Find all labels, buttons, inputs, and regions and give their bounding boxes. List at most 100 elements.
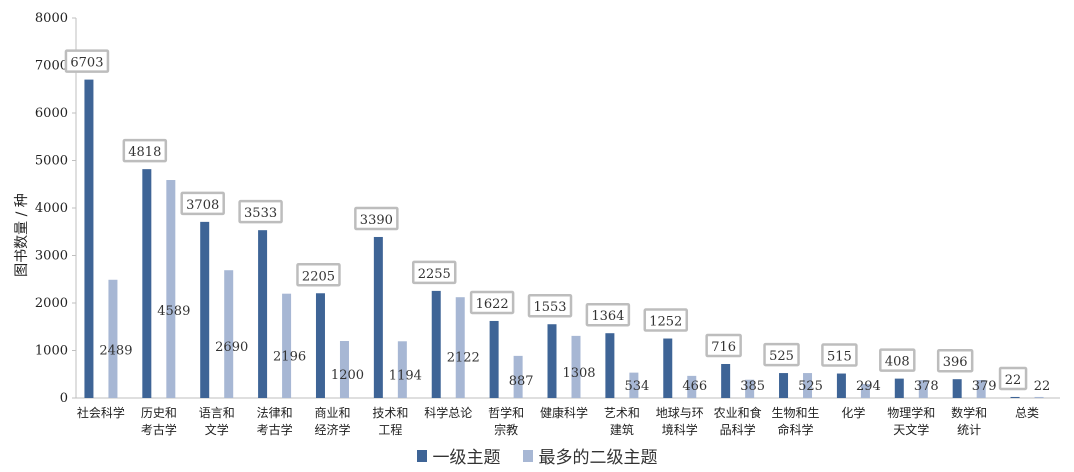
value-label-secondary: 2489: [99, 344, 132, 359]
bar-primary: [894, 378, 904, 398]
value-label-primary: 716: [705, 333, 742, 358]
bar-primary: [721, 363, 731, 398]
bar-secondary: [860, 384, 870, 398]
legend-swatch-secondary: [522, 449, 533, 462]
x-tick-label: 社会科学: [77, 405, 125, 420]
value-label-primary-text: 3708: [186, 198, 219, 213]
bar-primary: [373, 236, 383, 398]
value-label-primary-text: 408: [885, 355, 910, 370]
value-label-secondary: 385: [740, 379, 765, 394]
value-label-primary-text: 515: [827, 350, 852, 365]
value-label-box: [469, 290, 515, 315]
x-tick-label: 法律和考古学: [257, 406, 293, 437]
value-label-primary: 6703: [64, 49, 110, 73]
bar-secondary: [282, 293, 292, 398]
value-label-primary: 22: [998, 366, 1028, 391]
value-label-primary: 396: [936, 348, 974, 373]
value-label-primary: 3533: [238, 199, 283, 224]
bar-chart: 0 1000 2000 3000 4000 5000 6000 7000 8000 6703 24…: [14, 11, 1060, 437]
value-label-box: [354, 206, 399, 231]
bar-secondary: [397, 341, 407, 398]
value-label-secondary: 379: [972, 379, 997, 394]
value-label-secondary: 378: [914, 379, 939, 394]
legend-swatch-primary: [416, 449, 427, 462]
bars: [84, 79, 1044, 399]
value-label-box: [585, 302, 631, 327]
value-label-primary-text: 2205: [302, 269, 335, 284]
value-label-box: [296, 263, 341, 287]
bar-primary: [547, 324, 557, 398]
legend: 一级主题 最多的二级主题: [0, 443, 1074, 468]
value-label-secondary: 1194: [389, 368, 422, 383]
value-label-primary: 408: [879, 348, 916, 372]
bar-secondary: [1034, 396, 1044, 398]
x-tick-label: 哲学和宗教: [488, 405, 524, 437]
value-label-primary-text: 2255: [418, 267, 451, 282]
bar-secondary: [455, 297, 465, 398]
value-label-box: [705, 333, 742, 358]
bar-secondary: [339, 341, 349, 398]
value-label-primary-text: 1553: [533, 300, 566, 315]
value-label-secondary: 1200: [331, 368, 364, 383]
bar-primary: [952, 379, 962, 398]
y-tick-label: 2000: [35, 296, 68, 311]
value-label-box: [763, 342, 800, 367]
bar-secondary: [976, 379, 986, 398]
value-label-secondary: 2122: [447, 351, 480, 366]
bar-primary: [315, 293, 325, 398]
legend-label-primary: 一级主题: [432, 448, 501, 468]
bar-secondary: [513, 355, 523, 398]
value-label-secondary: 2196: [273, 349, 306, 364]
bar-primary: [779, 373, 789, 398]
x-tick-label: 物理学和天文学: [887, 405, 935, 437]
legend-item-primary: 一级主题: [416, 443, 501, 468]
y-axis-label: 图书数量 / 种: [14, 193, 30, 277]
bar-secondary: [687, 375, 697, 398]
bar-secondary: [571, 335, 581, 398]
value-label-primary: 1553: [527, 293, 573, 318]
x-tick-label: 地球与环境科学: [656, 406, 704, 437]
value-label-box: [180, 191, 225, 216]
value-label-primary-text: 4818: [128, 145, 161, 160]
bar-secondary: [745, 379, 755, 398]
x-tick-label: 艺术和建筑: [604, 406, 640, 437]
value-label-box: [527, 293, 573, 318]
y-tick-label: 7000: [35, 59, 68, 74]
y-tick-label: 4000: [35, 201, 68, 216]
x-tick-label: 化学: [841, 405, 865, 420]
legend-item-secondary: 最多的二级主题: [522, 443, 658, 468]
bar-primary: [836, 373, 846, 398]
y-axis: 0 1000 2000 3000 4000 5000 6000 7000 8000: [35, 11, 1060, 406]
value-label-primary-text: 3390: [360, 213, 393, 228]
value-label-primary-text: 396: [943, 355, 968, 370]
value-label-box: [879, 348, 916, 372]
x-tick-label: 技术和工程: [372, 406, 408, 437]
value-label-primary-text: 6703: [70, 56, 103, 71]
y-tick-label: 0: [60, 391, 68, 406]
value-label-primary-text: 716: [711, 340, 736, 355]
value-label-primary: 3390: [354, 206, 399, 231]
value-label-box: [998, 366, 1028, 391]
value-label-secondary: 525: [798, 379, 823, 394]
value-label-box: [643, 308, 689, 332]
bar-secondary: [224, 270, 234, 398]
value-label-secondary: 2690: [215, 340, 248, 355]
value-label-primary: 4818: [122, 138, 168, 163]
value-label-primary: 525: [763, 342, 800, 367]
bar-primary: [84, 79, 94, 399]
x-tick-label: 总类: [1015, 406, 1039, 420]
y-tick-label: 1000: [35, 344, 68, 359]
value-label-primary-text: 1364: [591, 309, 624, 324]
value-label-primary: 1622: [469, 290, 515, 315]
value-label-primary-text: 525: [769, 349, 794, 364]
value-labels: 6703 2489 4818 4589 3708 2690 3533 2196 2205 1200…: [64, 49, 1050, 394]
bar-primary: [1010, 396, 1020, 398]
value-label-box: [936, 348, 974, 373]
y-tick-label: 3000: [35, 249, 68, 264]
bar-primary: [431, 290, 441, 398]
y-tick-label: 5000: [35, 154, 68, 169]
bar-secondary: [629, 372, 639, 398]
bar-primary: [489, 320, 499, 398]
bar-primary: [258, 230, 268, 398]
value-label-primary: 515: [821, 343, 858, 367]
